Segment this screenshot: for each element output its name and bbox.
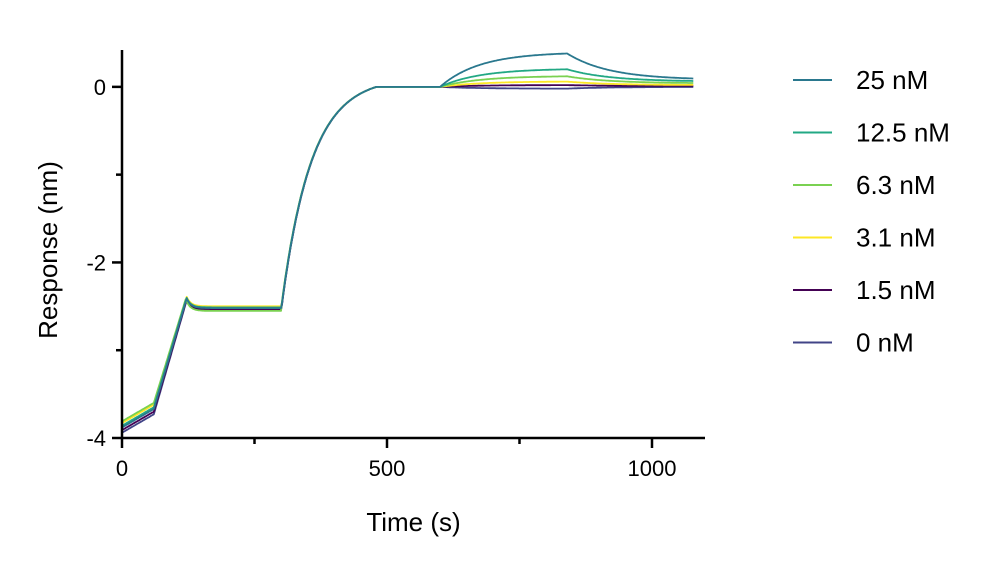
legend-label: 3.1 nM: [856, 223, 936, 253]
legend-item: 0 nM: [793, 328, 914, 358]
y-tick-label: 0: [94, 75, 106, 100]
y-tick-label: -4: [86, 426, 106, 451]
legend: 25 nM 12.5 nM 6.3 nM 3.1 nM 1.5 nM 0 nM: [793, 65, 950, 358]
plot-lines: [121, 52, 694, 434]
x-tick-label: 500: [369, 456, 406, 481]
legend-label: 25 nM: [856, 65, 928, 95]
series-line: [121, 52, 694, 429]
series-line: [121, 86, 694, 434]
x-ticks: 0 500 1000: [116, 438, 677, 481]
axes: 0 -2 -4 0 500 1000: [86, 50, 705, 481]
x-tick-label: 1000: [628, 456, 677, 481]
legend-label: 6.3 nM: [856, 170, 936, 200]
x-tick-label: 0: [116, 456, 128, 481]
legend-item: 25 nM: [793, 65, 928, 95]
y-axis-title: Response (nm): [33, 161, 63, 339]
legend-label: 0 nM: [856, 328, 914, 358]
y-ticks: 0 -2 -4: [86, 75, 122, 451]
legend-item: 12.5 nM: [793, 118, 950, 148]
legend-item: 3.1 nM: [793, 223, 936, 253]
legend-label: 12.5 nM: [856, 118, 950, 148]
legend-label: 1.5 nM: [856, 275, 936, 305]
y-tick-label: -2: [86, 250, 106, 275]
series-line: [121, 75, 694, 423]
legend-item: 1.5 nM: [793, 275, 936, 305]
series-line: [121, 80, 694, 424]
x-axis-title: Time (s): [366, 507, 460, 537]
series-line: [121, 68, 694, 427]
series-line: [121, 84, 694, 431]
legend-item: 6.3 nM: [793, 170, 936, 200]
